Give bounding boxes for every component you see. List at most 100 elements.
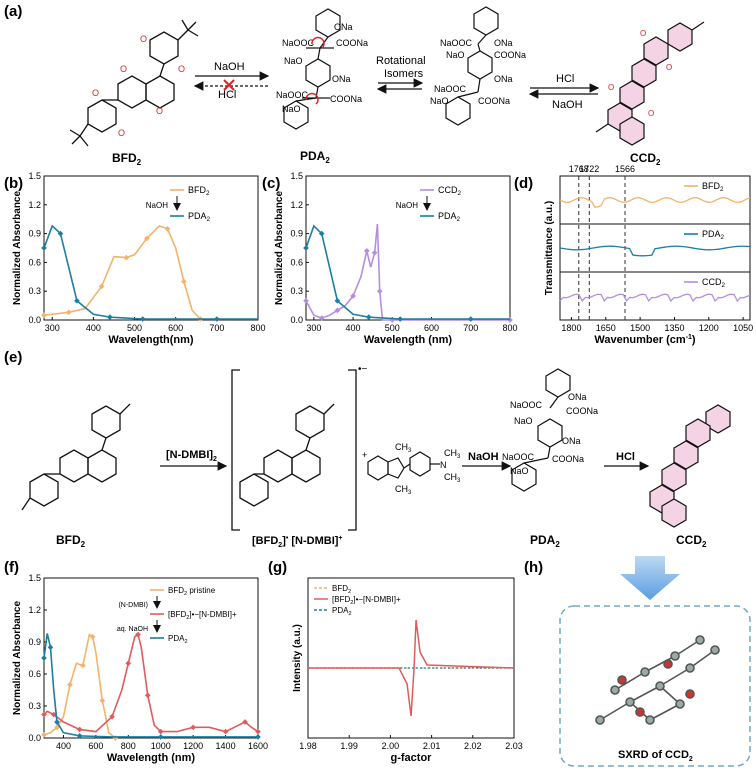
series-point-1 bbox=[303, 245, 309, 251]
legend-label-1: [BFD2]•−[N-DMBI]+ bbox=[332, 595, 401, 606]
series-line-1 bbox=[43, 224, 258, 320]
peak-marker-label: 1722 bbox=[579, 164, 599, 174]
series-line-1 bbox=[43, 633, 259, 733]
x-tick-label: 1050 bbox=[733, 323, 753, 333]
series-point-1 bbox=[190, 724, 196, 731]
radical-bracket bbox=[231, 369, 357, 531]
x-tick-label: 1600 bbox=[248, 741, 268, 751]
series-point-0 bbox=[99, 697, 106, 704]
pda2-label-e: PDA2 bbox=[530, 533, 560, 549]
epr-line-radical bbox=[308, 619, 515, 717]
hcl-label-e: HCl bbox=[616, 451, 635, 463]
x-tick-label: 600 bbox=[88, 741, 103, 751]
series-point-1 bbox=[139, 316, 146, 322]
hcl-label-a2: HCl bbox=[556, 73, 574, 85]
legend-label-pda2: PDA2 bbox=[438, 211, 461, 223]
svg-text:NaOOC: NaOOC bbox=[510, 400, 543, 410]
series-point-1 bbox=[125, 660, 132, 667]
hcl-label-a: HCl bbox=[218, 89, 236, 101]
legend-label-0: BFD2 bbox=[702, 181, 724, 193]
svg-text:NaOOC: NaOOC bbox=[502, 452, 535, 462]
series-point-1 bbox=[334, 297, 341, 304]
legend-label-1: PDA2 bbox=[702, 229, 725, 241]
y-tick-label: 0.0 bbox=[290, 315, 303, 325]
panel-label-c: (c) bbox=[262, 175, 280, 192]
y-axis-label: Intensity (a.u.) bbox=[292, 624, 303, 692]
ccd2-molecule-e bbox=[649, 404, 731, 528]
x-tick-label: 400 bbox=[346, 323, 361, 333]
y-tick-label: 1.2 bbox=[28, 605, 41, 615]
svg-text:ONa: ONa bbox=[494, 74, 513, 84]
series-point-0 bbox=[144, 235, 150, 242]
svg-text:ONa: ONa bbox=[334, 22, 353, 32]
series-point-1 bbox=[135, 631, 141, 638]
svg-text:O: O bbox=[648, 109, 654, 118]
svg-text:NaO: NaO bbox=[510, 466, 529, 476]
series-point-0 bbox=[89, 633, 96, 640]
pda2-groups: NaOOC COONa NaO ONa NaOOC COONa NaO ONa bbox=[276, 22, 368, 114]
svg-text:NaOOC: NaOOC bbox=[434, 84, 467, 94]
sxrd-frame bbox=[559, 605, 751, 767]
ccd2-oxygens: O O O O bbox=[608, 29, 672, 118]
series-point-0 bbox=[371, 249, 378, 256]
series-point-0 bbox=[363, 248, 370, 254]
y-tick-label: 0.0 bbox=[28, 315, 41, 325]
svg-text:ONa: ONa bbox=[494, 38, 513, 48]
sxrd-caption: SXRD of CCD2 bbox=[618, 749, 693, 763]
bfd2-label-a: BFD2 bbox=[112, 151, 142, 167]
x-tick-label: 300 bbox=[45, 323, 60, 333]
x-tick-label: 2.01 bbox=[423, 741, 441, 751]
panel-label-f: (f) bbox=[4, 559, 19, 576]
svg-text:O: O bbox=[120, 64, 127, 74]
ndmbi-ch3-bottom: CH3 bbox=[395, 484, 412, 496]
series-point-1 bbox=[41, 711, 47, 718]
svg-text:ONa: ONa bbox=[332, 74, 351, 84]
svg-text:NaO: NaO bbox=[282, 104, 301, 114]
svg-text:ONa: ONa bbox=[568, 392, 587, 402]
x-tick-label: 800 bbox=[121, 741, 136, 751]
legend-label-ccd2: CCD2 bbox=[438, 185, 462, 197]
svg-text:NaO: NaO bbox=[284, 56, 303, 66]
series-point-1 bbox=[365, 314, 372, 320]
y-tick-label: 0.9 bbox=[290, 229, 303, 239]
series-point-1 bbox=[318, 230, 325, 237]
legend-arrow-label: NaOH bbox=[146, 201, 168, 210]
svg-text:O: O bbox=[156, 106, 163, 116]
series-line-1 bbox=[305, 224, 510, 320]
isomer-groups: NaOOC ONa NaO COONa NaOOC ONa NaO COONa bbox=[430, 38, 526, 106]
y-tick-label: 1.2 bbox=[28, 200, 41, 210]
rotation-marker-icons bbox=[305, 36, 325, 105]
y-tick-label: 0.9 bbox=[28, 637, 41, 647]
svg-text:COONa: COONa bbox=[336, 38, 368, 48]
x-tick-label: 2.00 bbox=[382, 741, 400, 751]
svg-text:O: O bbox=[118, 128, 125, 138]
radical-anion-molecule bbox=[239, 403, 335, 507]
panel-label-a: (a) bbox=[4, 3, 22, 20]
series-line-0 bbox=[43, 224, 201, 320]
series-point-0 bbox=[123, 254, 130, 261]
chart-f: 400 600 800 1000 1200 1400 1600 0.0 0.3 0.6 0.9 1.2… bbox=[12, 573, 268, 764]
x-tick-label: 700 bbox=[209, 323, 224, 333]
x-tick-label: 400 bbox=[56, 741, 71, 751]
crystal-structure-image bbox=[595, 635, 720, 725]
ccd2-molecule bbox=[595, 21, 705, 146]
ccd2-label-e: CCD2 bbox=[676, 533, 707, 549]
svg-text:NaOOC: NaOOC bbox=[276, 90, 309, 100]
series-point-1 bbox=[255, 728, 261, 735]
x-tick-label: 1800 bbox=[561, 323, 581, 333]
series-point-0 bbox=[334, 307, 341, 314]
panel-label-h: (h) bbox=[524, 559, 543, 576]
legend-label-0: BFD2 bbox=[332, 584, 351, 595]
x-tick-label: 300 bbox=[306, 323, 321, 333]
svg-text:O: O bbox=[666, 63, 672, 72]
x-axis-label: Wavelength(nm) bbox=[108, 334, 193, 346]
y-tick-label: 1.5 bbox=[28, 171, 41, 181]
svg-text:O: O bbox=[640, 29, 646, 38]
reagent-label-e: [N-DMBI]2 bbox=[166, 449, 217, 463]
svg-text:COONa: COONa bbox=[552, 454, 584, 464]
series-point-2 bbox=[255, 734, 261, 740]
y-tick-label: 0.6 bbox=[28, 669, 41, 679]
x-axis-label: Wavelength (nm) bbox=[364, 334, 453, 346]
series-point-1 bbox=[107, 314, 113, 320]
